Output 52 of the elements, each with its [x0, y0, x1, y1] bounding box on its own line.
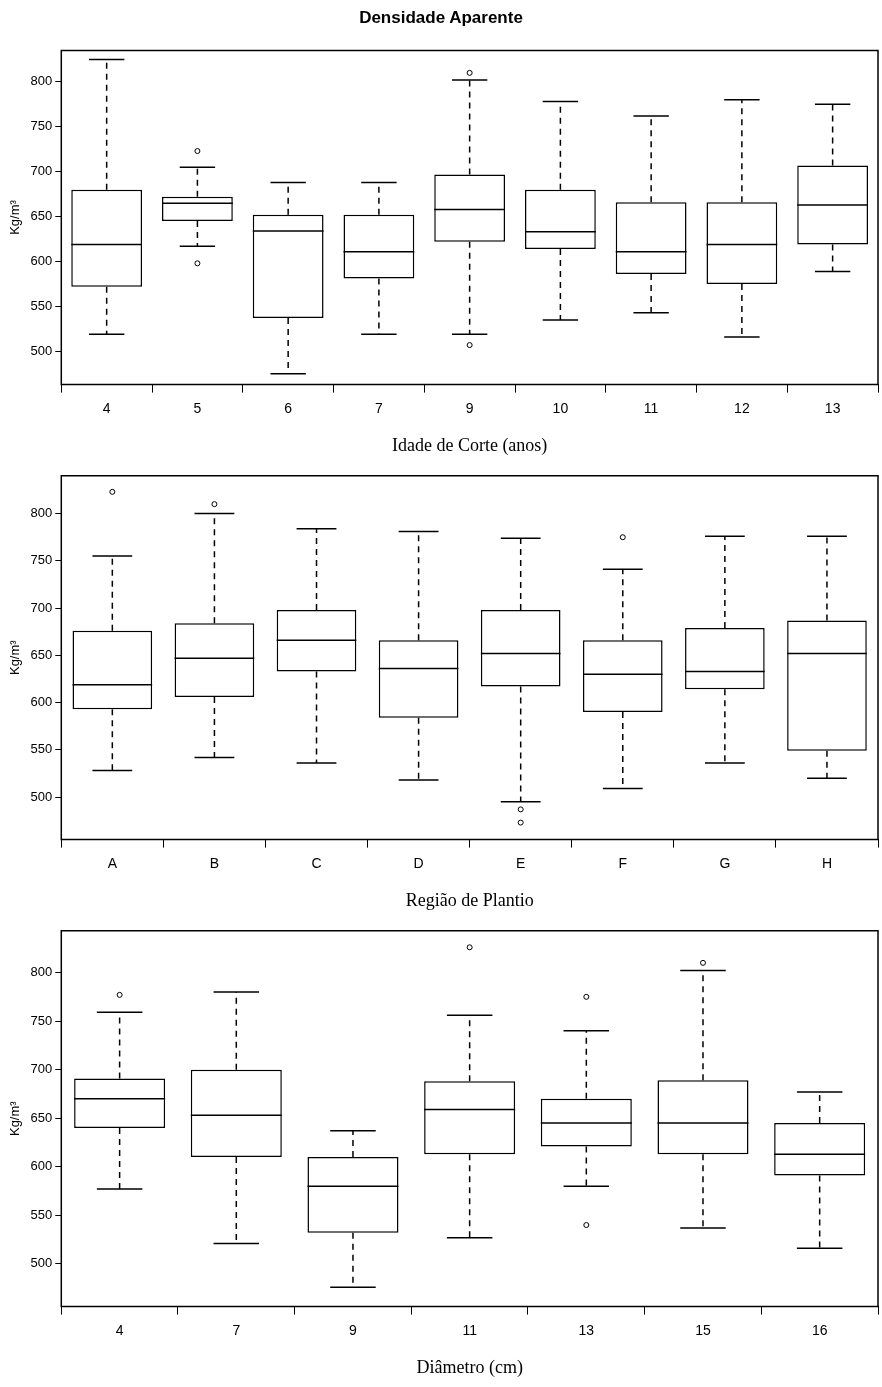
x-tick-label: 4 [115, 1321, 124, 1338]
x-tick-label: 4 [102, 399, 111, 416]
y-tick-label: 800 [30, 505, 53, 521]
y-tick-label: 600 [30, 253, 53, 269]
y-tick-label: 800 [30, 73, 53, 89]
x-tick-label: 9 [349, 1321, 358, 1338]
y-tick-label: 500 [30, 1255, 53, 1271]
x-tick-label: 15 [695, 1321, 711, 1338]
x-tick-label: G [719, 854, 731, 871]
y-tick-label: 550 [30, 1206, 53, 1222]
y-axis-title: Kg/m³ [7, 639, 23, 676]
x-tick-label: C [311, 854, 322, 871]
y-tick-label: 550 [30, 741, 53, 757]
y-tick-label: 600 [30, 1158, 53, 1174]
y-tick-label: 750 [30, 118, 53, 134]
y-tick-label: 700 [30, 599, 53, 615]
x-tick-label: 11 [462, 1321, 478, 1338]
x-axis-title: Região de Plantio [405, 889, 534, 910]
y-tick-label: 700 [30, 163, 53, 179]
y-tick-label: 500 [30, 342, 53, 358]
chart-title: Densidade Aparente [359, 7, 523, 27]
x-tick-label: 12 [734, 399, 750, 416]
x-tick-label: 7 [232, 1321, 241, 1338]
y-tick-label: 650 [30, 646, 53, 662]
y-tick-label: 750 [30, 552, 53, 568]
x-tick-label: B [209, 854, 220, 871]
y-axis-title: Kg/m³ [7, 1100, 23, 1137]
x-tick-label: 13 [824, 399, 841, 416]
x-tick-label: E [516, 854, 526, 871]
x-tick-label: H [821, 854, 833, 871]
x-axis-title: Idade de Corte (anos) [391, 434, 548, 456]
y-tick-label: 650 [30, 208, 53, 224]
x-tick-label: 11 [643, 399, 659, 416]
x-tick-label: F [618, 854, 628, 871]
y-axis-title: Kg/m³ [7, 199, 23, 235]
x-tick-label: D [413, 854, 424, 871]
y-tick-label: 800 [30, 964, 53, 980]
x-axis-title: Diâmetro (cm) [416, 1356, 523, 1378]
y-tick-label: 600 [30, 694, 53, 710]
x-tick-label: 9 [465, 399, 474, 416]
y-tick-label: 550 [30, 298, 53, 314]
y-tick-label: 500 [30, 788, 53, 804]
x-tick-label: A [107, 854, 118, 871]
y-tick-label: 650 [30, 1109, 53, 1125]
x-tick-label: 7 [375, 399, 383, 416]
x-tick-label: 5 [193, 399, 202, 416]
x-tick-label: 10 [552, 399, 569, 416]
x-tick-label: 16 [811, 1321, 828, 1338]
x-tick-label: 6 [284, 399, 293, 416]
y-tick-label: 700 [30, 1061, 53, 1077]
y-tick-label: 750 [30, 1012, 53, 1028]
x-tick-label: 13 [578, 1321, 595, 1338]
